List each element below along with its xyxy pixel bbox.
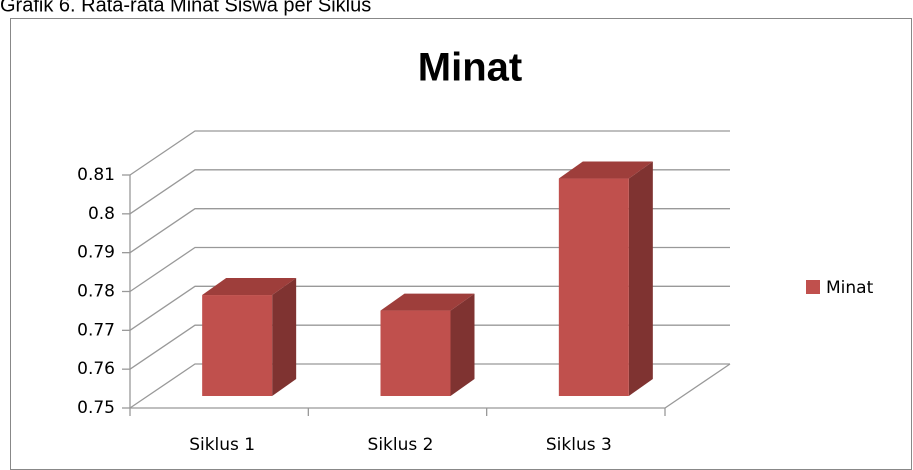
bar [202, 295, 273, 396]
bar [558, 178, 629, 396]
bar-top [202, 278, 297, 296]
y-tick-label: 0.79 [77, 243, 115, 263]
grid-line [129, 285, 730, 331]
bar-side [450, 293, 475, 396]
bar-side [272, 278, 297, 396]
y-tick-label: 0.81 [77, 165, 115, 185]
grid-line [129, 324, 730, 370]
x-tick-label: Siklus 3 [546, 435, 612, 455]
chart-frame [10, 18, 912, 470]
grid-line [129, 208, 730, 254]
chart-title: Minat [418, 46, 522, 90]
bar-top [380, 293, 475, 311]
grid-line [129, 169, 730, 215]
y-tick-label: 0.77 [77, 320, 115, 340]
bar-top [558, 161, 653, 179]
y-tick-label: 0.8 [88, 204, 115, 224]
grid-line [129, 363, 730, 409]
grid-line [129, 246, 730, 293]
x-tick-label: Siklus 1 [189, 435, 255, 455]
grid-line [129, 130, 730, 176]
bar-side [628, 161, 653, 396]
legend-swatch [806, 280, 820, 294]
y-tick-label: 0.76 [77, 359, 115, 379]
bar [380, 310, 451, 396]
legend-label: Minat [826, 278, 874, 298]
caption: Grafik 6. Rata-rata Minat Siswa per Sikl… [0, 0, 371, 16]
y-tick-label: 0.78 [77, 282, 115, 302]
x-tick-label: Siklus 2 [368, 435, 434, 455]
y-tick-label: 0.75 [77, 398, 115, 418]
